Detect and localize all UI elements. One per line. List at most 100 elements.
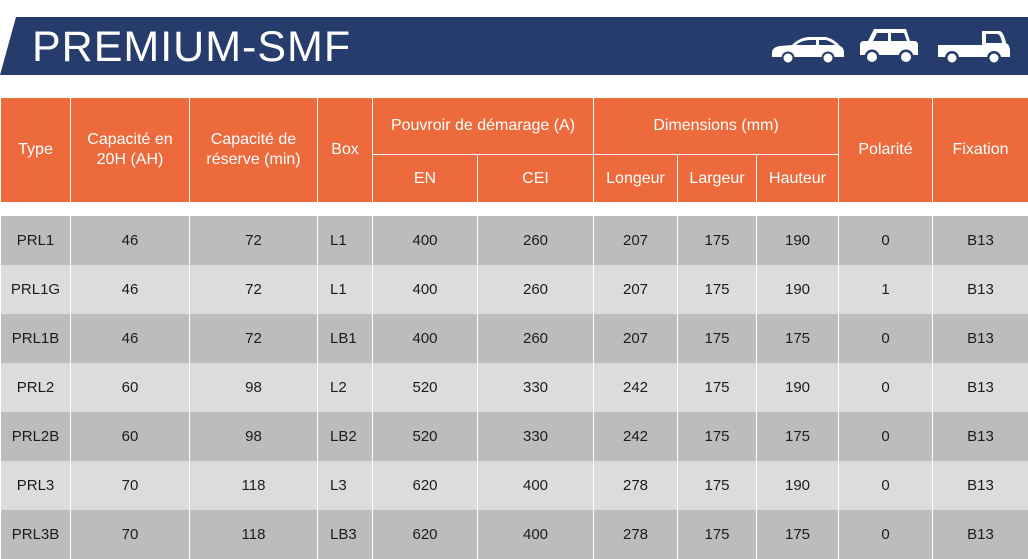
cell-fixation: B13 xyxy=(933,363,1028,412)
cell-cei: 330 xyxy=(478,363,594,412)
cell-en: 520 xyxy=(373,363,478,412)
cell-cei: 400 xyxy=(478,510,594,559)
cell-box: L3 xyxy=(318,461,373,510)
cell-length: 207 xyxy=(594,314,678,363)
header-type: Type xyxy=(1,98,71,203)
table-row: PRL1G 46 72 L1 400 260 207 175 190 1 B13 xyxy=(1,265,1028,314)
cell-reserve: 118 xyxy=(190,461,318,510)
cell-width: 175 xyxy=(678,314,757,363)
cell-length: 278 xyxy=(594,461,678,510)
header-length: Longeur xyxy=(594,155,678,203)
cell-capacity: 46 xyxy=(71,216,190,265)
cell-height: 190 xyxy=(757,216,839,265)
cell-width: 175 xyxy=(678,461,757,510)
cell-type: PRL1 xyxy=(1,216,71,265)
cell-width: 175 xyxy=(678,363,757,412)
cell-width: 175 xyxy=(678,216,757,265)
cell-type: PRL2B xyxy=(1,412,71,461)
header-cei: CEI xyxy=(478,155,594,203)
cell-cei: 260 xyxy=(478,216,594,265)
cell-length: 242 xyxy=(594,363,678,412)
header-polarity: Polarité xyxy=(839,98,933,203)
cell-polarity: 1 xyxy=(839,265,933,314)
cell-capacity: 46 xyxy=(71,265,190,314)
cell-fixation: B13 xyxy=(933,412,1028,461)
cell-reserve: 98 xyxy=(190,412,318,461)
cell-polarity: 0 xyxy=(839,216,933,265)
cell-reserve: 72 xyxy=(190,265,318,314)
title-banner: PREMIUM-SMF xyxy=(0,17,1028,75)
cell-capacity: 70 xyxy=(71,510,190,559)
cell-fixation: B13 xyxy=(933,461,1028,510)
cell-box: LB1 xyxy=(318,314,373,363)
cell-height: 190 xyxy=(757,461,839,510)
cell-reserve: 72 xyxy=(190,216,318,265)
header-fixation: Fixation xyxy=(933,98,1028,203)
header-width: Largeur xyxy=(678,155,757,203)
cell-reserve: 98 xyxy=(190,363,318,412)
cell-en: 400 xyxy=(373,216,478,265)
cell-box: LB2 xyxy=(318,412,373,461)
suv-icon xyxy=(860,29,918,65)
table-row: PRL1 46 72 L1 400 260 207 175 190 0 B13 xyxy=(1,216,1028,265)
cell-cei: 330 xyxy=(478,412,594,461)
cell-reserve: 118 xyxy=(190,510,318,559)
cell-cei: 400 xyxy=(478,461,594,510)
cell-capacity: 46 xyxy=(71,314,190,363)
table-row: PRL3 70 118 L3 620 400 278 175 190 0 B13 xyxy=(1,461,1028,510)
cell-cei: 260 xyxy=(478,314,594,363)
cell-polarity: 0 xyxy=(839,314,933,363)
cell-en: 620 xyxy=(373,510,478,559)
cell-fixation: B13 xyxy=(933,510,1028,559)
cell-type: PRL1G xyxy=(1,265,71,314)
cell-type: PRL2 xyxy=(1,363,71,412)
cell-fixation: B13 xyxy=(933,314,1028,363)
cell-type: PRL1B xyxy=(1,314,71,363)
page-title: PREMIUM-SMF xyxy=(32,18,351,76)
cell-length: 278 xyxy=(594,510,678,559)
cell-en: 620 xyxy=(373,461,478,510)
header-dimensions: Dimensions (mm) xyxy=(594,98,839,155)
cell-type: PRL3 xyxy=(1,461,71,510)
cell-capacity: 60 xyxy=(71,412,190,461)
cell-length: 242 xyxy=(594,412,678,461)
table-row: PRL3B 70 118 LB3 620 400 278 175 175 0 B… xyxy=(1,510,1028,559)
cell-en: 400 xyxy=(373,265,478,314)
cell-height: 190 xyxy=(757,363,839,412)
cell-fixation: B13 xyxy=(933,216,1028,265)
header-box: Box xyxy=(318,98,373,203)
header-reserve: Capacité de réserve (min) xyxy=(190,98,318,203)
cell-cei: 260 xyxy=(478,265,594,314)
cell-capacity: 70 xyxy=(71,461,190,510)
cell-polarity: 0 xyxy=(839,363,933,412)
cell-length: 207 xyxy=(594,265,678,314)
cell-length: 207 xyxy=(594,216,678,265)
header-capacity: Capacité en 20H (AH) xyxy=(71,98,190,203)
header-en: EN xyxy=(373,155,478,203)
header-spacer xyxy=(1,203,1028,217)
cell-height: 175 xyxy=(757,412,839,461)
cell-box: L1 xyxy=(318,216,373,265)
cell-width: 175 xyxy=(678,412,757,461)
table-row: PRL1B 46 72 LB1 400 260 207 175 175 0 B1… xyxy=(1,314,1028,363)
cell-capacity: 60 xyxy=(71,363,190,412)
cell-width: 175 xyxy=(678,265,757,314)
vehicle-icons xyxy=(770,25,1020,71)
cell-height: 175 xyxy=(757,314,839,363)
cell-polarity: 0 xyxy=(839,412,933,461)
cell-height: 190 xyxy=(757,265,839,314)
header-height: Hauteur xyxy=(757,155,839,203)
battery-spec-table: Type Capacité en 20H (AH) Capacité de ré… xyxy=(0,97,1028,559)
cell-polarity: 0 xyxy=(839,510,933,559)
table-row: PRL2 60 98 L2 520 330 242 175 190 0 B13 xyxy=(1,363,1028,412)
cell-fixation: B13 xyxy=(933,265,1028,314)
cell-type: PRL3B xyxy=(1,510,71,559)
cell-reserve: 72 xyxy=(190,314,318,363)
cell-en: 400 xyxy=(373,314,478,363)
cell-en: 520 xyxy=(373,412,478,461)
cell-box: L1 xyxy=(318,265,373,314)
cell-height: 175 xyxy=(757,510,839,559)
pickup-truck-icon xyxy=(938,31,1010,65)
cell-width: 175 xyxy=(678,510,757,559)
cell-polarity: 0 xyxy=(839,461,933,510)
